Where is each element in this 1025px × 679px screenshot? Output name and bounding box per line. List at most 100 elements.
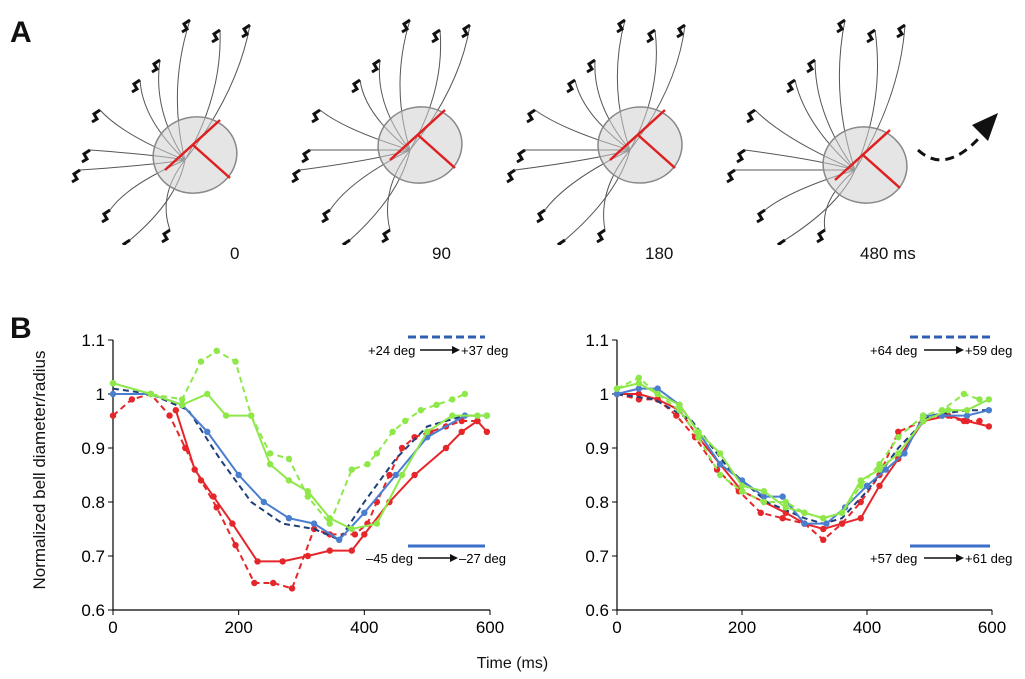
arrow-head-icon (450, 554, 458, 562)
tentacle-tip (401, 18, 411, 34)
tentacle-tip (291, 168, 301, 184)
tentacle-tip (431, 28, 441, 44)
series-line (616, 387, 990, 525)
data-point (222, 412, 230, 419)
data-point (483, 428, 491, 435)
data-point (738, 488, 746, 495)
data-point (876, 466, 883, 473)
data-point (449, 396, 456, 403)
data-point (635, 390, 643, 398)
tentacle-tip (726, 168, 736, 184)
data-point (279, 558, 286, 565)
y-tick-label: 0.7 (81, 547, 105, 566)
data-point (386, 471, 393, 479)
jellyfish-drawing (726, 18, 908, 254)
tentacle-tip (756, 208, 766, 224)
tentacle-tip (646, 28, 656, 44)
data-point (442, 444, 450, 452)
data-point (882, 466, 889, 473)
chart-right: 0.6 0.7 0.8 0.9 1 1.1 0 200 400 600 +64 deg +59 deg… (585, 331, 1012, 637)
jellyfish-bell (377, 106, 463, 184)
tentacle-tip (461, 23, 471, 39)
jellyfish-bell (152, 116, 238, 194)
x-tick-label: 400 (350, 618, 378, 637)
arrow-head-icon (956, 554, 964, 562)
bell-radius-line (862, 154, 901, 189)
annotation-text: –27 deg (459, 551, 506, 566)
tentacle-tip (381, 228, 391, 244)
tentacle-tip (806, 58, 816, 74)
bell-diameter-line (389, 109, 446, 161)
annotation-text: +57 deg (870, 551, 917, 566)
data-point (820, 536, 827, 543)
data-point (417, 407, 425, 414)
data-point (945, 407, 952, 414)
data-point (876, 461, 883, 468)
tentacle-tip (526, 108, 536, 124)
tentacle-tip (816, 228, 826, 244)
data-point (820, 515, 827, 522)
data-point (963, 412, 971, 419)
tentacle-tip (736, 148, 746, 164)
data-point (820, 525, 827, 533)
data-point (401, 417, 409, 425)
data-point (779, 515, 786, 522)
tentacle-tip (536, 208, 546, 224)
annotation-text: +61 deg (965, 551, 1012, 566)
tentacle-tip (566, 78, 576, 94)
annotation-text: +64 deg (870, 343, 917, 358)
tentacle-tip (121, 238, 131, 254)
data-point (348, 547, 355, 554)
rotation-arrow-icon (916, 113, 998, 162)
data-point (433, 401, 440, 408)
data-point (920, 412, 927, 419)
data-point (351, 531, 359, 538)
data-point (695, 434, 702, 441)
data-point (109, 390, 117, 398)
tentacle-tip (616, 18, 626, 34)
data-point (304, 488, 311, 495)
data-point (178, 401, 186, 408)
frame-time-label: 180 (645, 244, 674, 263)
tentacle-tip (746, 108, 756, 124)
data-point (716, 471, 724, 479)
data-point (197, 358, 205, 365)
data-point (857, 498, 864, 506)
data-point (304, 493, 311, 500)
tentacle-tip (371, 58, 381, 74)
data-point (348, 525, 355, 533)
series-line (113, 393, 487, 542)
data-point (985, 396, 993, 403)
tentacle-tip (321, 208, 331, 224)
y-tick-label: 0.8 (585, 493, 609, 512)
x-tick-label: 400 (853, 618, 881, 637)
data-point (760, 488, 768, 495)
data-point (147, 390, 154, 398)
annotation-text: +37 deg (461, 343, 508, 358)
data-point (398, 471, 406, 479)
frame-time-label: 0 (230, 244, 240, 263)
data-point (270, 579, 277, 587)
data-point (613, 385, 621, 392)
frame-time-label: 480 ms (860, 244, 916, 263)
tentacle-tip (181, 18, 191, 34)
data-point (857, 515, 864, 522)
data-point (782, 498, 789, 506)
data-point (895, 428, 902, 435)
tentacle-tip (506, 168, 516, 184)
data-point (838, 509, 846, 516)
data-point (373, 520, 381, 527)
x-tick-label: 600 (476, 618, 504, 637)
data-point (285, 455, 293, 462)
data-point (920, 417, 927, 425)
data-point (963, 407, 971, 414)
data-point (172, 407, 180, 414)
jellyfish-frame-3 (505, 0, 715, 254)
annotation-text: +24 deg (368, 343, 415, 358)
data-point (254, 558, 261, 565)
data-point (361, 531, 368, 538)
data-point (411, 471, 418, 479)
data-point (901, 450, 908, 457)
data-point (285, 515, 293, 522)
tentacle-tip (341, 238, 351, 254)
